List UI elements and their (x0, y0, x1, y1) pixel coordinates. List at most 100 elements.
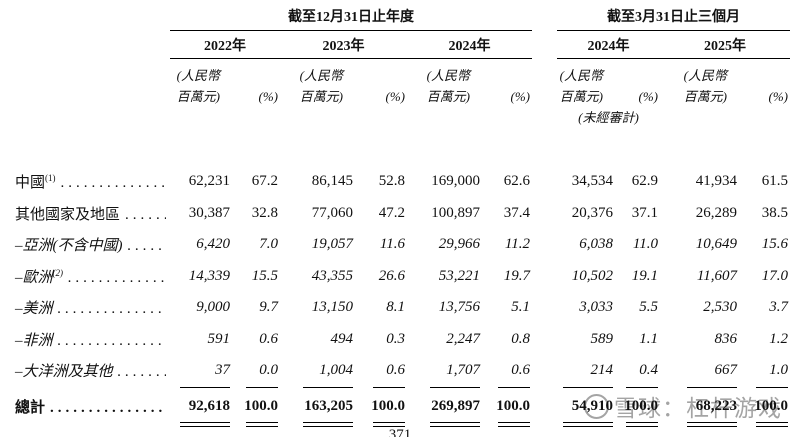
value-cell: 67.2 (251, 173, 278, 190)
year-header-2024: 2024年 (407, 32, 532, 59)
value-cell: 52.8 (378, 173, 405, 190)
value-cell: 8.1 (386, 299, 405, 316)
dot-leader (50, 400, 166, 417)
year-header-row: 2022年 2023年 2024年 2024年 2025年 (15, 32, 790, 60)
value-cell: 163,205 (304, 398, 353, 414)
value-cell: 0.6 (386, 362, 405, 379)
value-cell: 62.6 (503, 173, 530, 190)
percent-header: (%) (510, 89, 531, 105)
value-cell: 0.6 (511, 362, 530, 379)
value-cell: 5.5 (639, 299, 658, 316)
year-header-2023: 2023年 (280, 32, 407, 59)
total-double-rule (756, 421, 788, 427)
value-cell: 26.6 (378, 267, 405, 284)
subtotal-rule (626, 386, 658, 388)
dot-leader (61, 175, 166, 192)
value-cell: 7.0 (259, 236, 278, 253)
value-cell: 14,339 (188, 267, 230, 284)
xueqiu-logo-icon (584, 393, 609, 419)
value-cell: 68,223 (695, 398, 737, 414)
year-header-2024q1: 2024年 (557, 32, 660, 59)
subtotal-rule-row (15, 386, 790, 394)
total-double-rule (430, 421, 480, 427)
watermark-text: 雪球：杠杆游戏 (614, 389, 782, 423)
unit-header: (人民幣 百萬元) (299, 68, 343, 105)
dot-leader (58, 333, 166, 350)
subtotal-rule (756, 386, 788, 388)
value-cell: 86,145 (311, 173, 353, 190)
value-cell: 836 (714, 330, 738, 347)
subtotal-rule (246, 386, 278, 388)
value-cell: 1.1 (639, 330, 658, 347)
total-double-rule (180, 421, 230, 427)
value-cell: 15.6 (761, 236, 788, 253)
value-cell: 2,530 (703, 299, 737, 316)
value-cell: 169,000 (431, 173, 480, 190)
value-cell: 30,387 (188, 204, 230, 221)
value-cell: 214 (590, 362, 614, 379)
value-cell: 13,150 (311, 299, 353, 316)
subtotal-rule (563, 386, 613, 388)
value-cell: 54,910 (571, 398, 613, 414)
footnote-ref: (1) (45, 173, 56, 184)
value-cell: 37.1 (631, 204, 658, 221)
value-cell: 100.0 (496, 398, 530, 414)
value-cell: 591 (207, 330, 231, 347)
value-cell: 19,057 (311, 236, 353, 253)
value-cell: 62.9 (631, 173, 658, 190)
percent-header: (%) (385, 89, 406, 105)
value-cell: 53,221 (438, 267, 480, 284)
value-cell: 6,038 (579, 236, 613, 253)
value-cell: 1,707 (446, 362, 480, 379)
period-group-annual: 截至12月31日止年度 (170, 8, 532, 31)
table-row-americas: –美洲 9,000 9.7 13,150 8.1 13,756 5.1 3,03… (15, 292, 790, 324)
value-cell: 41,934 (695, 173, 737, 190)
value-cell: 15.5 (251, 267, 278, 284)
value-cell: 1.2 (769, 330, 788, 347)
value-cell: 0.8 (511, 330, 530, 347)
dot-leader (118, 364, 166, 381)
watermark-colon: ： (662, 396, 686, 421)
period-group-quarter: 截至3月31日止三個月 (557, 8, 790, 31)
value-cell: 38.5 (761, 204, 788, 221)
footnote-ref: (2) (52, 267, 64, 278)
row-label: –歐洲(2) (15, 266, 170, 287)
value-cell: 100,897 (431, 204, 480, 221)
total-double-rule (373, 421, 405, 427)
dot-leader (125, 207, 166, 224)
table-row-africa: –非洲 591 0.6 494 0.3 2,247 0.8 589 1.1 83… (15, 324, 790, 356)
total-double-rule (498, 421, 530, 427)
dot-leader (68, 270, 166, 287)
subtotal-rule (303, 386, 353, 388)
dot-leader (128, 238, 167, 255)
percent-header: (%) (638, 89, 659, 105)
value-cell: 17.0 (761, 267, 788, 284)
value-cell: 0.6 (259, 330, 278, 347)
subtotal-rule (687, 386, 737, 388)
unit-header: (人民幣 百萬元) (683, 68, 727, 105)
dot-leader (58, 301, 166, 318)
value-cell: 0.4 (639, 362, 658, 379)
total-double-rule (246, 421, 278, 427)
subtotal-rule (498, 386, 530, 388)
row-label: –亞洲(不含中國) (15, 234, 170, 255)
subtotal-rule (373, 386, 405, 388)
value-cell: 100.0 (624, 398, 658, 414)
spacer-row (15, 130, 790, 166)
value-cell: 6,420 (196, 236, 230, 253)
value-cell: 26,289 (695, 204, 737, 221)
value-cell: 100.0 (754, 398, 788, 414)
percent-header: (%) (768, 89, 789, 105)
value-cell: 32.8 (251, 204, 278, 221)
value-cell: 9.7 (259, 299, 278, 316)
unit-header: (人民幣 百萬元) (559, 68, 603, 105)
value-cell: 61.5 (761, 173, 788, 190)
total-double-rule (303, 421, 353, 427)
value-cell: 92,618 (188, 398, 230, 414)
value-cell: 11.0 (632, 236, 658, 253)
value-cell: 19.7 (503, 267, 530, 284)
value-cell: 494 (330, 330, 354, 347)
value-cell: 19.1 (631, 267, 658, 284)
value-cell: 9,000 (196, 299, 230, 316)
